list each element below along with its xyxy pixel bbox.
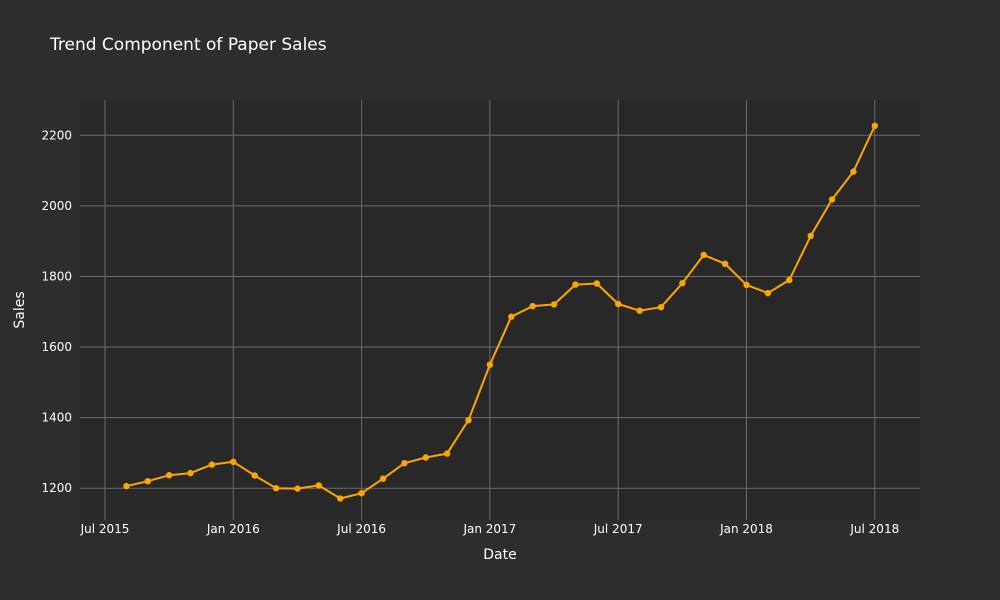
data-point [657,304,665,311]
data-point [230,458,237,465]
data-point [679,280,686,287]
data-point [721,260,729,267]
series-trend [123,122,878,502]
data-point [508,313,515,320]
x-tick-label: Jan 2016 [206,522,260,536]
data-point [529,302,536,310]
data-point [572,281,579,288]
x-tick-label: Jul 2017 [593,522,643,536]
y-tick-label: 1400 [41,411,72,425]
y-tick-label: 2200 [41,128,72,142]
data-point [871,122,878,129]
data-point [166,472,173,479]
y-axis-title: Sales [12,291,28,328]
data-point [272,485,280,492]
data-point [593,280,600,287]
data-point [208,461,216,468]
data-point [636,307,643,314]
series-line [126,125,876,500]
data-point [358,490,365,497]
data-point [700,251,707,259]
data-point [550,301,558,308]
data-point [294,485,301,492]
tick-labels: Jul 2015 Jan 2016 Jul 2016 Jan 2017 Jul 2017… [41,128,899,536]
data-point [144,478,151,485]
data-point [251,472,258,479]
y-tick-label: 2000 [41,199,72,213]
data-point [850,168,857,175]
x-tick-label: Jul 2016 [336,522,386,536]
data-point [465,416,472,424]
data-point [764,289,772,297]
data-point [807,232,814,240]
data-point [187,469,194,477]
x-tick-label: Jan 2017 [462,522,516,536]
data-point [123,482,130,490]
data-point [828,196,836,203]
x-axis-title: Date [483,547,516,563]
data-point [786,276,793,284]
x-tick-label: Jul 2015 [80,522,130,536]
data-point [422,454,429,461]
grid-lines [80,100,920,520]
data-point [401,460,408,467]
x-tick-label: Jul 2018 [849,522,899,536]
x-tick-label: Jan 2018 [719,522,773,536]
data-point [743,281,750,289]
chart-title: Trend Component of Paper Sales [49,35,327,55]
data-point [486,361,494,368]
y-tick-label: 1800 [41,269,72,283]
y-tick-label: 1200 [41,481,72,495]
data-point [315,482,322,489]
data-point [443,450,451,457]
data-point [337,495,344,502]
data-point [379,475,387,482]
data-point [615,300,622,308]
plot-area [80,100,920,520]
y-tick-label: 1600 [41,340,72,354]
